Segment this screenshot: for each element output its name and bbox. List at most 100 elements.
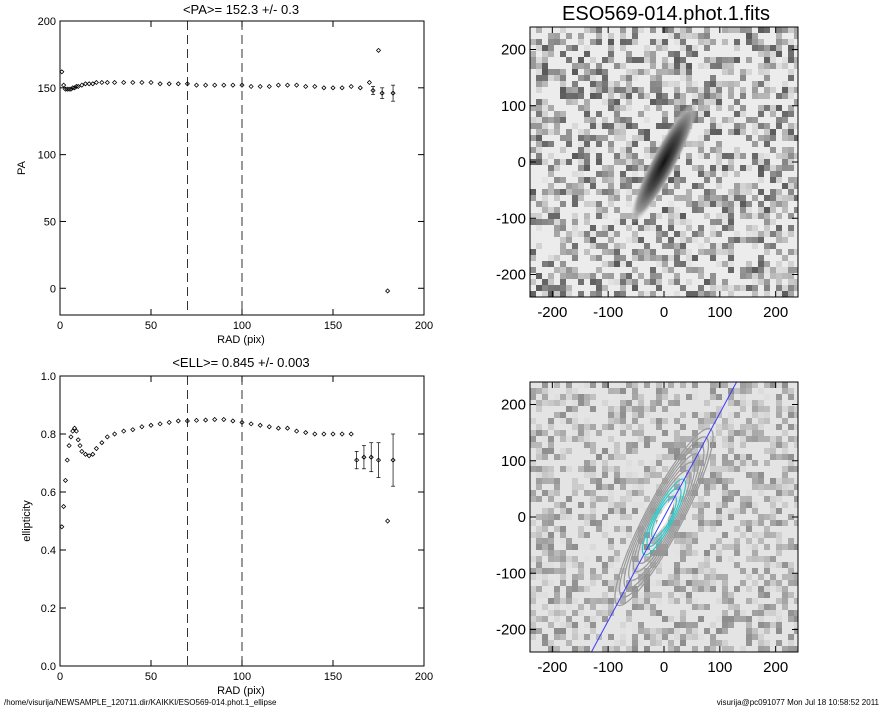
noise-pixel [530, 616, 536, 622]
noise-pixel [770, 436, 776, 442]
noise-pixel [740, 580, 746, 586]
noise-pixel [632, 177, 638, 183]
noise-pixel [764, 556, 770, 562]
ell-point [99, 440, 105, 446]
noise-pixel [716, 538, 722, 544]
noise-pixel [536, 159, 542, 165]
noise-pixel [638, 255, 644, 261]
noise-pixel [716, 57, 722, 63]
noise-pixel [722, 628, 728, 634]
noise-pixel [584, 394, 590, 400]
noise-pixel [536, 580, 542, 586]
noise-pixel [536, 454, 542, 460]
noise-pixel [662, 634, 668, 640]
noise-pixel [740, 442, 746, 448]
noise-pixel [608, 33, 614, 39]
noise-pixel [662, 261, 668, 267]
noise-pixel [578, 63, 584, 69]
noise-pixel [704, 213, 710, 219]
noise-pixel [782, 57, 788, 63]
noise-pixel [662, 267, 668, 273]
noise-pixel [782, 604, 788, 610]
ell-point [175, 418, 181, 424]
noise-pixel [548, 285, 554, 291]
noise-pixel [734, 526, 740, 532]
noise-pixel [572, 219, 578, 225]
noise-pixel [536, 243, 542, 249]
noise-pixel [794, 580, 798, 586]
noise-pixel [596, 243, 602, 249]
noise-pixel [764, 646, 770, 652]
noise-pixel [782, 574, 788, 580]
noise-pixel [686, 189, 692, 195]
noise-pixel [596, 171, 602, 177]
noise-pixel [590, 123, 596, 129]
noise-pixel [716, 628, 722, 634]
noise-pixel [740, 93, 746, 99]
noise-pixel [764, 141, 770, 147]
noise-pixel [560, 201, 566, 207]
noise-pixel [650, 538, 656, 544]
noise-pixel [650, 27, 656, 33]
noise-pixel [788, 93, 794, 99]
noise-pixel [590, 291, 596, 297]
noise-pixel [638, 460, 644, 466]
noise-pixel [620, 454, 626, 460]
ell-point [112, 431, 118, 437]
noise-pixel [710, 243, 716, 249]
noise-pixel [752, 159, 758, 165]
noise-pixel [704, 291, 710, 297]
noise-pixel [740, 285, 746, 291]
noise-pixel [614, 111, 620, 117]
noise-pixel [548, 598, 554, 604]
pa-point [68, 86, 74, 92]
noise-pixel [728, 418, 734, 424]
noise-pixel [536, 526, 542, 532]
noise-pixel [542, 189, 548, 195]
isophote-contour [623, 444, 705, 590]
noise-pixel [734, 99, 740, 105]
noise-pixel [548, 496, 554, 502]
noise-pixel [632, 412, 638, 418]
pa-x-tick-label: 150 [324, 320, 342, 332]
noise-pixel [752, 430, 758, 436]
noise-pixel [554, 598, 560, 604]
noise-pixel [536, 514, 542, 520]
noise-pixel [566, 183, 572, 189]
noise-pixel [566, 406, 572, 412]
noise-pixel [656, 592, 662, 598]
noise-pixel [716, 424, 722, 430]
noise-pixel [674, 273, 680, 279]
ellipticity-panel: <ELL>= 0.845 +/- 0.003 0 50 100 150 200 0.00… [21, 355, 433, 697]
noise-pixel [614, 586, 620, 592]
noise-pixel [662, 382, 668, 388]
noise-pixel [704, 586, 710, 592]
noise-pixel [728, 508, 734, 514]
noise-pixel [764, 165, 770, 171]
noise-pixel [596, 291, 602, 297]
noise-pixel [608, 45, 614, 51]
noise-pixel [632, 123, 638, 129]
noise-pixel [644, 147, 650, 153]
noise-pixel [752, 93, 758, 99]
pa-point [175, 81, 181, 87]
noise-pixel [572, 646, 578, 652]
noise-pixel [668, 63, 674, 69]
noise-pixel [788, 249, 794, 255]
noise-pixel [632, 640, 638, 646]
noise-pixel [770, 189, 776, 195]
noise-pixel [764, 436, 770, 442]
noise-pixel [692, 267, 698, 273]
noise-pixel [698, 285, 704, 291]
noise-pixel [554, 111, 560, 117]
noise-pixel [572, 267, 578, 273]
noise-pixel [704, 604, 710, 610]
noise-pixel [740, 123, 746, 129]
noise-pixel [692, 87, 698, 93]
noise-pixel [770, 520, 776, 526]
noise-pixel [734, 123, 740, 129]
noise-pixel [572, 99, 578, 105]
contour-x-tick-label: 200 [763, 659, 788, 676]
noise-pixel [740, 237, 746, 243]
noise-pixel [752, 117, 758, 123]
